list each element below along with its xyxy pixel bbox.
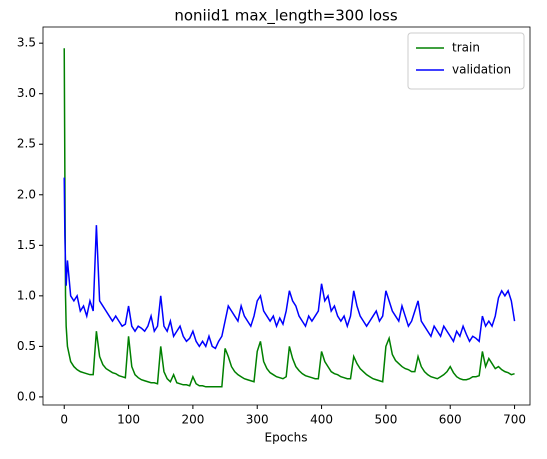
legend-box	[407, 32, 525, 90]
legend-label: validation	[452, 63, 511, 77]
y-tick-label: 3.0	[17, 86, 36, 100]
plot-frame	[42, 26, 531, 406]
y-tick-label: 0.0	[17, 389, 36, 403]
x-tick-label: 700	[503, 413, 526, 427]
x-tick-label: 100	[117, 413, 140, 427]
legend-label: train	[452, 41, 480, 55]
x-tick-label: 300	[246, 413, 269, 427]
y-tick-label: 3.5	[17, 36, 36, 50]
y-tick-label: 0.5	[17, 339, 36, 353]
x-tick-label: 200	[181, 413, 204, 427]
x-tick-label: 400	[310, 413, 333, 427]
y-tick-label: 1.5	[17, 238, 36, 252]
y-tick-label: 2.5	[17, 137, 36, 151]
chart-title: noniid1 max_length=300 loss	[174, 7, 397, 26]
x-tick-label: 0	[60, 413, 68, 427]
y-tick-label: 2.0	[17, 187, 36, 201]
line-series	[63, 48, 515, 388]
line-series	[63, 177, 516, 350]
y-tick-label: 1.0	[17, 288, 36, 302]
x-tick-label: 600	[439, 413, 462, 427]
x-axis-label: Epochs	[265, 431, 308, 445]
x-tick-label: 500	[374, 413, 397, 427]
